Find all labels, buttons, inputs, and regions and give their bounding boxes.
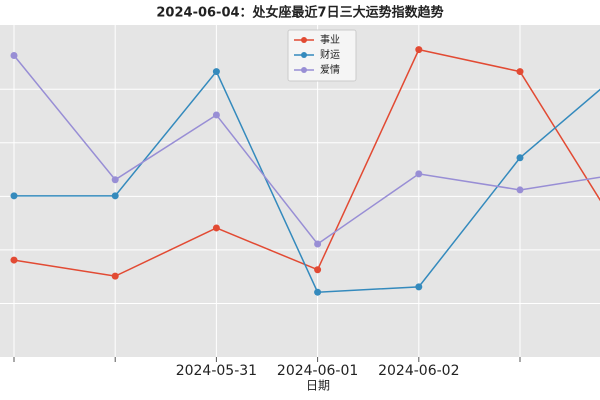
legend-label: 爱情 [320,63,340,76]
point [516,186,524,194]
point [10,192,18,200]
point [314,266,322,274]
point [212,224,220,232]
legend-label: 财运 [320,48,340,61]
point [516,154,524,162]
point [415,46,423,54]
point [111,176,119,184]
point [314,240,322,248]
point [314,288,322,296]
point [10,256,18,264]
legend-marker [301,37,307,43]
lines [10,46,600,296]
point [212,68,220,76]
point [415,283,423,291]
point [111,192,119,200]
point [415,170,423,178]
point [212,111,220,119]
chart-title: 2024-06-04：处女座最近7日三大运势指数趋势 [156,5,443,21]
legend-marker [301,52,307,58]
legend-label: 事业 [320,33,340,46]
x-tick-label: 2024-06-01 [277,363,358,379]
x-tick-label: 2024-05-31 [176,363,257,379]
legend-marker [301,67,307,73]
point [10,52,18,60]
point [516,68,524,76]
point [111,272,119,280]
x-axis-label: 日期 [306,379,330,393]
x-tick-label: 2024-06-02 [378,363,459,379]
